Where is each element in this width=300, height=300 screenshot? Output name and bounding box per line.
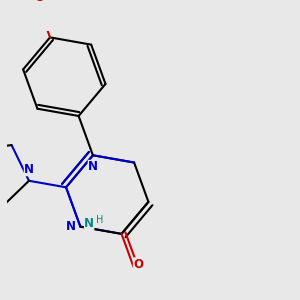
Text: N: N (24, 163, 34, 176)
Text: N: N (88, 160, 98, 173)
Text: O: O (34, 0, 44, 4)
Text: N: N (66, 220, 76, 233)
Text: H: H (96, 215, 103, 225)
Text: N: N (84, 217, 94, 230)
Text: O: O (134, 258, 143, 271)
